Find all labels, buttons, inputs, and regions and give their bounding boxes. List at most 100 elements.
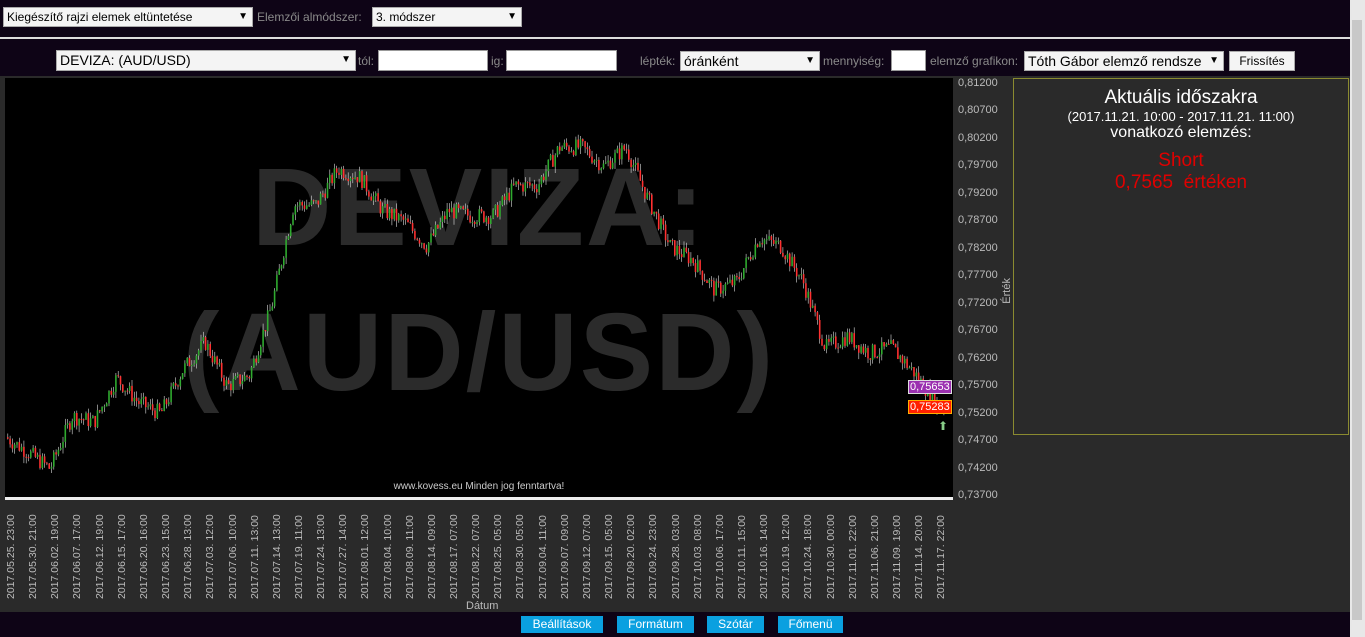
x-tick-label: 2017.08.09. 11:00 — [403, 515, 416, 599]
candle-body — [795, 267, 798, 277]
candle-body — [577, 139, 579, 148]
x-tick-label: 2017.07.19. 11:00 — [292, 515, 305, 599]
candle-body — [356, 177, 359, 183]
candle-body — [80, 419, 83, 421]
to-label: ig: — [491, 54, 504, 68]
candle-body — [568, 146, 570, 152]
from-input[interactable] — [378, 50, 488, 71]
candle-body — [266, 310, 269, 332]
candle-body — [122, 384, 124, 392]
candle-body — [255, 358, 257, 363]
quantity-input[interactable] — [891, 50, 926, 71]
candle-body — [584, 141, 586, 148]
candle-body — [434, 224, 437, 236]
refresh-button[interactable]: Frissítés — [1229, 51, 1295, 71]
overlay-select[interactable]: Kiegészítő rajzi elemek eltüntetése ▼ — [3, 7, 253, 27]
y-tick-label: 0,73700 — [958, 489, 998, 501]
instrument-select[interactable]: DEVIZA: (AUD/USD) ▼ — [56, 50, 356, 71]
candle-body — [161, 410, 163, 412]
format-button[interactable]: Formátum — [617, 616, 694, 633]
submethod-select[interactable]: 3. módszer ▼ — [372, 7, 522, 27]
candle-body — [156, 403, 159, 419]
candle-body — [230, 383, 232, 391]
candle-body — [559, 146, 561, 151]
candle-body — [89, 418, 92, 427]
candle-body — [317, 200, 320, 205]
settings-button[interactable]: Beállítások — [521, 616, 603, 633]
candle-body — [680, 254, 683, 258]
chart-select[interactable]: Tóth Gábor elemző rendsze ▼ — [1024, 51, 1224, 71]
panel-period: (2017.11.21. 10:00 - 2017.11.21. 11:00) — [1067, 109, 1295, 124]
candle-body — [246, 375, 248, 377]
y-tick-label: 0,78200 — [958, 241, 998, 254]
candle-body — [890, 340, 892, 345]
submethod-select-value: 3. módszer — [376, 10, 436, 24]
main-menu-button[interactable]: Főmenü — [778, 616, 843, 633]
candle-body — [455, 204, 458, 219]
candle-body — [149, 404, 152, 407]
candle-body — [112, 391, 115, 395]
candle-body — [917, 372, 920, 382]
to-input[interactable] — [506, 50, 617, 71]
candle-body — [579, 139, 582, 148]
x-tick-label: 2017.07.11. 13:00 — [248, 515, 261, 599]
candle-body — [243, 375, 246, 382]
candle-body — [598, 159, 600, 171]
candle-body — [756, 244, 759, 247]
x-tick-label: 2017.11.17. 22:00 — [935, 515, 948, 599]
candle-body — [448, 208, 451, 213]
x-tick-label: 2017.09.20. 02:00 — [625, 514, 638, 599]
candle-body — [296, 205, 299, 207]
candle-body — [386, 203, 389, 219]
candle-body — [34, 447, 37, 457]
candle-body — [731, 279, 734, 286]
x-tick-label: 2017.11.06. 21:00 — [868, 515, 881, 599]
candle-body — [844, 337, 846, 346]
candle-body — [887, 343, 890, 345]
candle-body — [740, 278, 743, 280]
x-tick-label: 2017.08.25. 05:00 — [492, 514, 505, 599]
candle-body — [743, 268, 745, 279]
candle-body — [906, 358, 908, 368]
candle-body — [227, 380, 230, 384]
candle-body — [678, 245, 681, 255]
y-tick-label: 0,77200 — [958, 296, 998, 309]
candle-body — [770, 236, 773, 240]
y-tick-label: 0,79700 — [958, 159, 998, 172]
candle-body — [639, 170, 642, 181]
candle-body — [427, 242, 430, 253]
y-tick-label: 0,78700 — [958, 214, 998, 227]
candle-body — [352, 177, 354, 179]
candle-body — [572, 151, 575, 155]
dictionary-button[interactable]: Szótár — [707, 616, 764, 633]
candle-body — [701, 270, 704, 280]
candle-body — [193, 363, 195, 365]
x-tick-label: 2017.07.27. 14:00 — [337, 514, 350, 599]
candle-body — [593, 160, 596, 163]
candle-body — [542, 176, 545, 181]
candle-body — [262, 330, 264, 347]
from-label: tól: — [358, 54, 375, 68]
candle-body — [915, 372, 918, 377]
candle-body — [467, 208, 469, 216]
candle-body — [69, 423, 71, 430]
scale-select[interactable]: óránként ▼ — [680, 51, 820, 71]
candle-body — [814, 305, 816, 313]
candle-body — [805, 283, 807, 298]
candle-body — [48, 463, 50, 469]
candle-body — [835, 336, 837, 348]
candle-body — [759, 243, 761, 247]
candle-body — [904, 358, 906, 364]
candle-body — [697, 260, 699, 272]
candle-body — [485, 217, 487, 223]
candle-body — [745, 257, 747, 269]
candle-body — [388, 209, 391, 219]
candle-body — [570, 151, 573, 153]
candle-body — [101, 406, 103, 412]
candle-body — [545, 171, 547, 181]
candle-body — [453, 207, 455, 219]
candle-body — [416, 238, 418, 240]
scrollbar-thumb[interactable] — [1352, 20, 1362, 620]
candle-body — [57, 449, 60, 455]
candle-body — [460, 206, 462, 209]
